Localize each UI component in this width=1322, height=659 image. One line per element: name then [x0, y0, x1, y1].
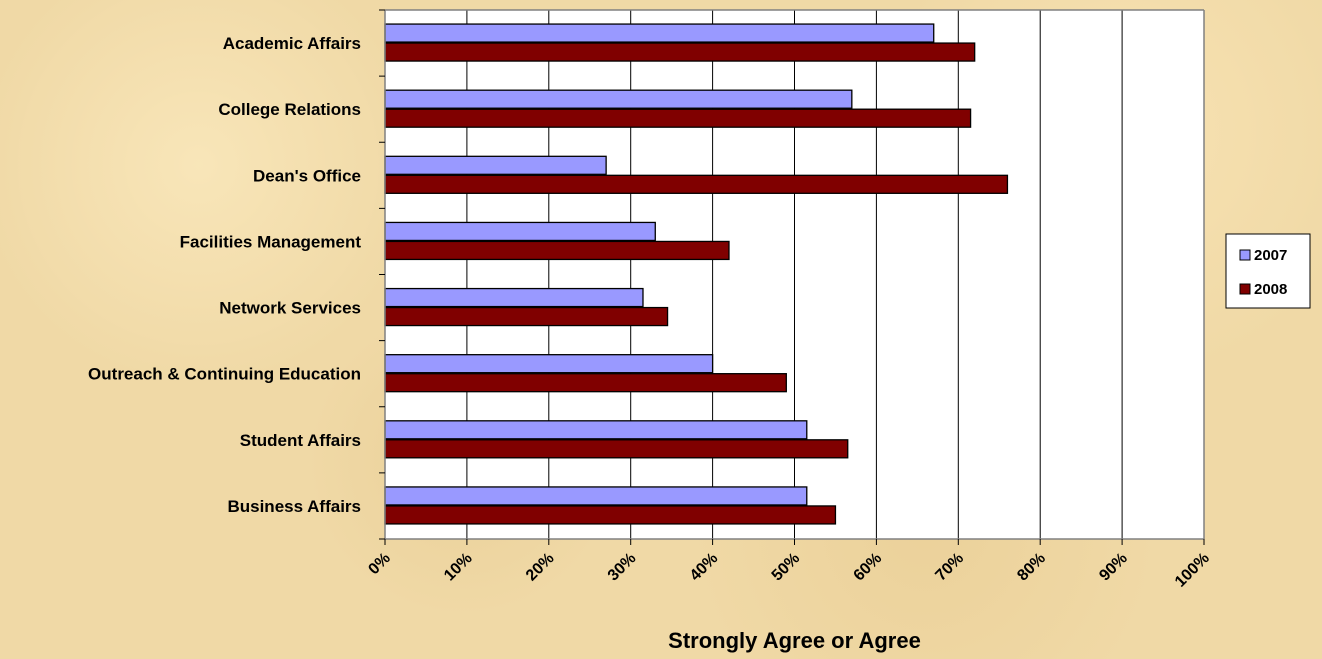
category-label: Facilities Management	[180, 232, 362, 251]
category-label: College Relations	[218, 100, 361, 119]
legend-label-2008: 2008	[1254, 281, 1287, 298]
axes	[379, 9, 1205, 545]
bar-2008-academic-affairs	[384, 42, 976, 62]
bar-2008-student-affairs	[384, 439, 849, 459]
x-tick-label: 10%	[441, 550, 476, 585]
bar-2007-college-relations	[384, 89, 853, 109]
legend-swatch-2007	[1239, 249, 1251, 261]
x-tick-label: 50%	[769, 550, 804, 585]
x-tick-labels: 0% 10% 20% 30% 40% 50% 60% 70% 80% 90% 100%	[365, 550, 1212, 591]
bar-2008-network-services	[384, 306, 669, 327]
x-tick-label: 20%	[523, 550, 558, 585]
bar-2007-network-services	[384, 287, 644, 308]
category-label: Network Services	[219, 299, 361, 318]
bar-2007-outreach-continuing-education	[384, 354, 714, 374]
x-tick-label: 0%	[365, 550, 393, 578]
category-label: Student Affairs	[240, 431, 361, 450]
x-tick-label: 90%	[1096, 550, 1131, 585]
legend-label-2007: 2007	[1254, 247, 1287, 264]
bar-2007-dean-s-office	[384, 155, 607, 175]
category-label: Business Affairs	[227, 497, 361, 516]
category-label: Academic Affairs	[223, 34, 361, 53]
bar-2008-facilities-management	[384, 240, 730, 261]
bar-2008-dean-s-office	[384, 174, 1009, 194]
x-tick-label: 40%	[687, 550, 722, 585]
legend: 2007 2008	[1225, 233, 1311, 309]
category-label: Dean's Office	[253, 166, 361, 185]
x-tick-label: 100%	[1172, 550, 1213, 591]
legend-box	[1225, 233, 1311, 309]
legend-swatch-2008	[1239, 283, 1251, 295]
bar-2007-academic-affairs	[384, 23, 935, 43]
x-tick-label: 70%	[932, 550, 967, 585]
x-tick-label: 80%	[1014, 550, 1049, 585]
category-label: Outreach & Continuing Education	[88, 365, 361, 384]
x-axis-title: Strongly Agree or Agree	[668, 628, 921, 653]
x-tick-label: 60%	[851, 550, 886, 585]
bar-2008-business-affairs	[384, 505, 837, 525]
bar-2008-outreach-continuing-education	[384, 373, 787, 393]
bars	[384, 23, 1009, 525]
bar-2007-facilities-management	[384, 221, 656, 242]
category-labels: Academic Affairs College Relations Dean's …	[88, 34, 361, 516]
bar-2007-student-affairs	[384, 420, 808, 440]
bar-2007-business-affairs	[384, 486, 808, 506]
x-tick-label: 30%	[605, 550, 640, 585]
bar-2008-college-relations	[384, 108, 972, 128]
